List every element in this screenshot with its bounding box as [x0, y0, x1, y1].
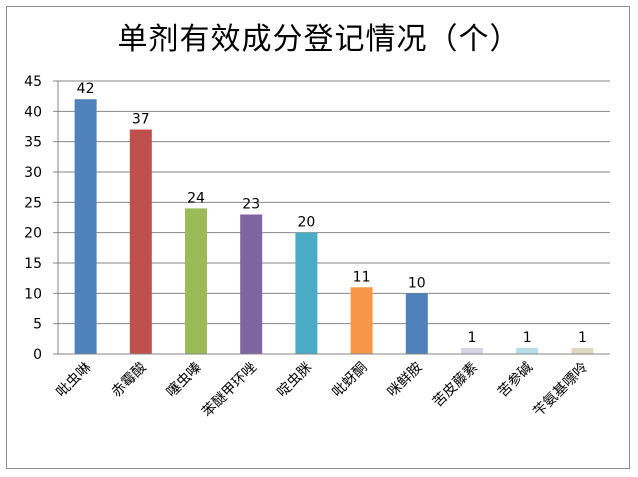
y-tick-label-15: 15: [24, 256, 42, 272]
category-label-8: 苦皮藤素: [430, 360, 481, 411]
y-tick-label-10: 10: [24, 286, 42, 302]
bar-1: [74, 99, 97, 354]
y-tick-label-35: 35: [24, 135, 42, 151]
bar-2: [129, 129, 152, 354]
data-label-5: 20: [297, 215, 315, 231]
y-tick-label-30: 30: [24, 165, 42, 181]
bar-7: [405, 293, 428, 354]
y-tick-label-40: 40: [24, 104, 42, 120]
data-label-2: 37: [132, 112, 150, 128]
chart-title: 单剂有效成分登记情况（个）: [117, 22, 521, 57]
y-tick-label-5: 5: [33, 317, 42, 333]
data-label-6: 11: [353, 269, 371, 285]
category-label-3: 噻虫嗪: [163, 359, 205, 401]
data-label-3: 24: [187, 190, 205, 206]
y-tick-label-20: 20: [24, 226, 42, 242]
bar-3: [185, 208, 207, 354]
y-tick-label-45: 45: [24, 74, 42, 90]
data-label-7: 10: [408, 275, 426, 291]
category-label-2: 赤霉酸: [109, 360, 150, 401]
data-label-9: 1: [523, 330, 532, 346]
category-label-9: 苦参碱: [494, 359, 536, 401]
category-label-1: 吡虫啉: [53, 360, 94, 401]
category-label-10: 苄氨基嘌呤: [530, 359, 592, 421]
category-label-7: 咪鲜胺: [385, 360, 426, 401]
bar-4: [240, 214, 263, 354]
category-label-6: 吡蚜酮: [329, 360, 370, 401]
bar-5: [295, 232, 318, 354]
y-tick-label-25: 25: [24, 195, 42, 211]
chart-frame: [6, 6, 630, 469]
bar-9: [516, 347, 539, 354]
y-tick-label-0: 0: [33, 347, 42, 363]
data-label-4: 23: [242, 196, 260, 212]
bar-8: [461, 347, 483, 354]
data-label-8: 1: [468, 330, 477, 346]
data-label-10: 1: [578, 330, 587, 346]
category-label-4: 苯醚甲环唑: [199, 359, 261, 421]
category-label-5: 啶虫脒: [274, 360, 315, 401]
bar-10: [571, 347, 594, 354]
bar-6: [350, 287, 373, 354]
data-label-1: 42: [77, 81, 95, 97]
